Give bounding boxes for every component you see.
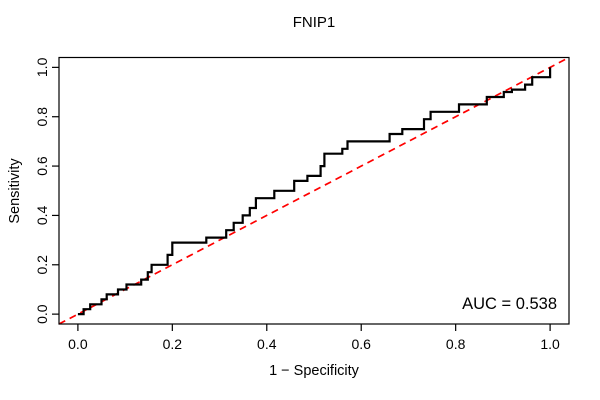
y-tick-label: 0.6 [34,156,50,176]
x-tick-label: 0.8 [446,336,466,352]
x-axis-label: 1 − Specificity [269,363,359,379]
x-tick-label: 1.0 [540,336,560,352]
auc-annotation: AUC = 0.538 [462,295,557,313]
plot-box [58,56,570,325]
y-axis-label: Sensitivity [7,158,23,224]
x-tick-label: 0.0 [68,336,88,352]
x-tick-label: 0.4 [257,336,277,352]
roc-curve-line [77,67,552,316]
y-tick-label: 1.0 [34,57,50,77]
y-tick-label: 0.2 [34,255,50,275]
y-tick-label: 0.0 [34,304,50,324]
x-tick-label: 0.2 [163,336,183,352]
y-tick-label: 0.8 [34,107,50,127]
chart-title: FNIP1 [292,14,336,31]
x-tick-label: 0.6 [351,336,371,352]
y-tick-label: 0.4 [34,205,50,225]
